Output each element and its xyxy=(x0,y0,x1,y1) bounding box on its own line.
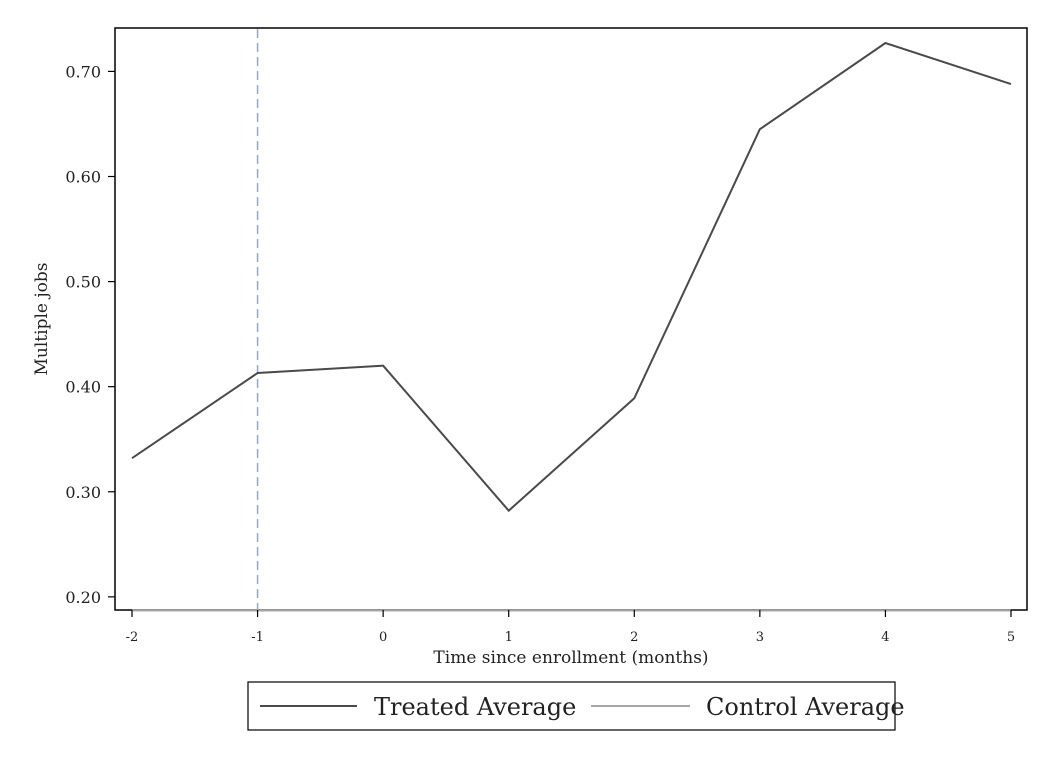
legend: Treated Average Control Average xyxy=(247,681,905,731)
x-tick-label: 3 xyxy=(756,630,764,645)
y-tick-label: 0.60 xyxy=(65,168,101,187)
y-axis-title: Multiple jobs xyxy=(32,263,52,376)
x-axis-title: Time since enrollment (months) xyxy=(433,648,708,668)
x-tick-label: 5 xyxy=(1007,630,1015,645)
y-tick-label: 0.70 xyxy=(65,62,101,81)
x-tick-label: -2 xyxy=(126,630,139,645)
y-tick-label: 0.50 xyxy=(65,273,101,292)
y-tick-label: 0.40 xyxy=(65,378,101,397)
legend-label-treated: Treated Average xyxy=(374,693,576,721)
legend-label-control: Control Average xyxy=(706,693,905,721)
x-tick-label: 4 xyxy=(881,630,889,645)
x-tick-label: 1 xyxy=(505,630,513,645)
series-line-treated xyxy=(131,41,1012,513)
x-tick-label: 2 xyxy=(630,630,638,645)
x-tick-label: 0 xyxy=(379,630,387,645)
y-tick-label: 0.20 xyxy=(65,588,101,607)
x-tick-label: -1 xyxy=(251,630,264,645)
plot-frame xyxy=(114,27,1028,611)
y-tick-label: 0.30 xyxy=(65,483,101,502)
